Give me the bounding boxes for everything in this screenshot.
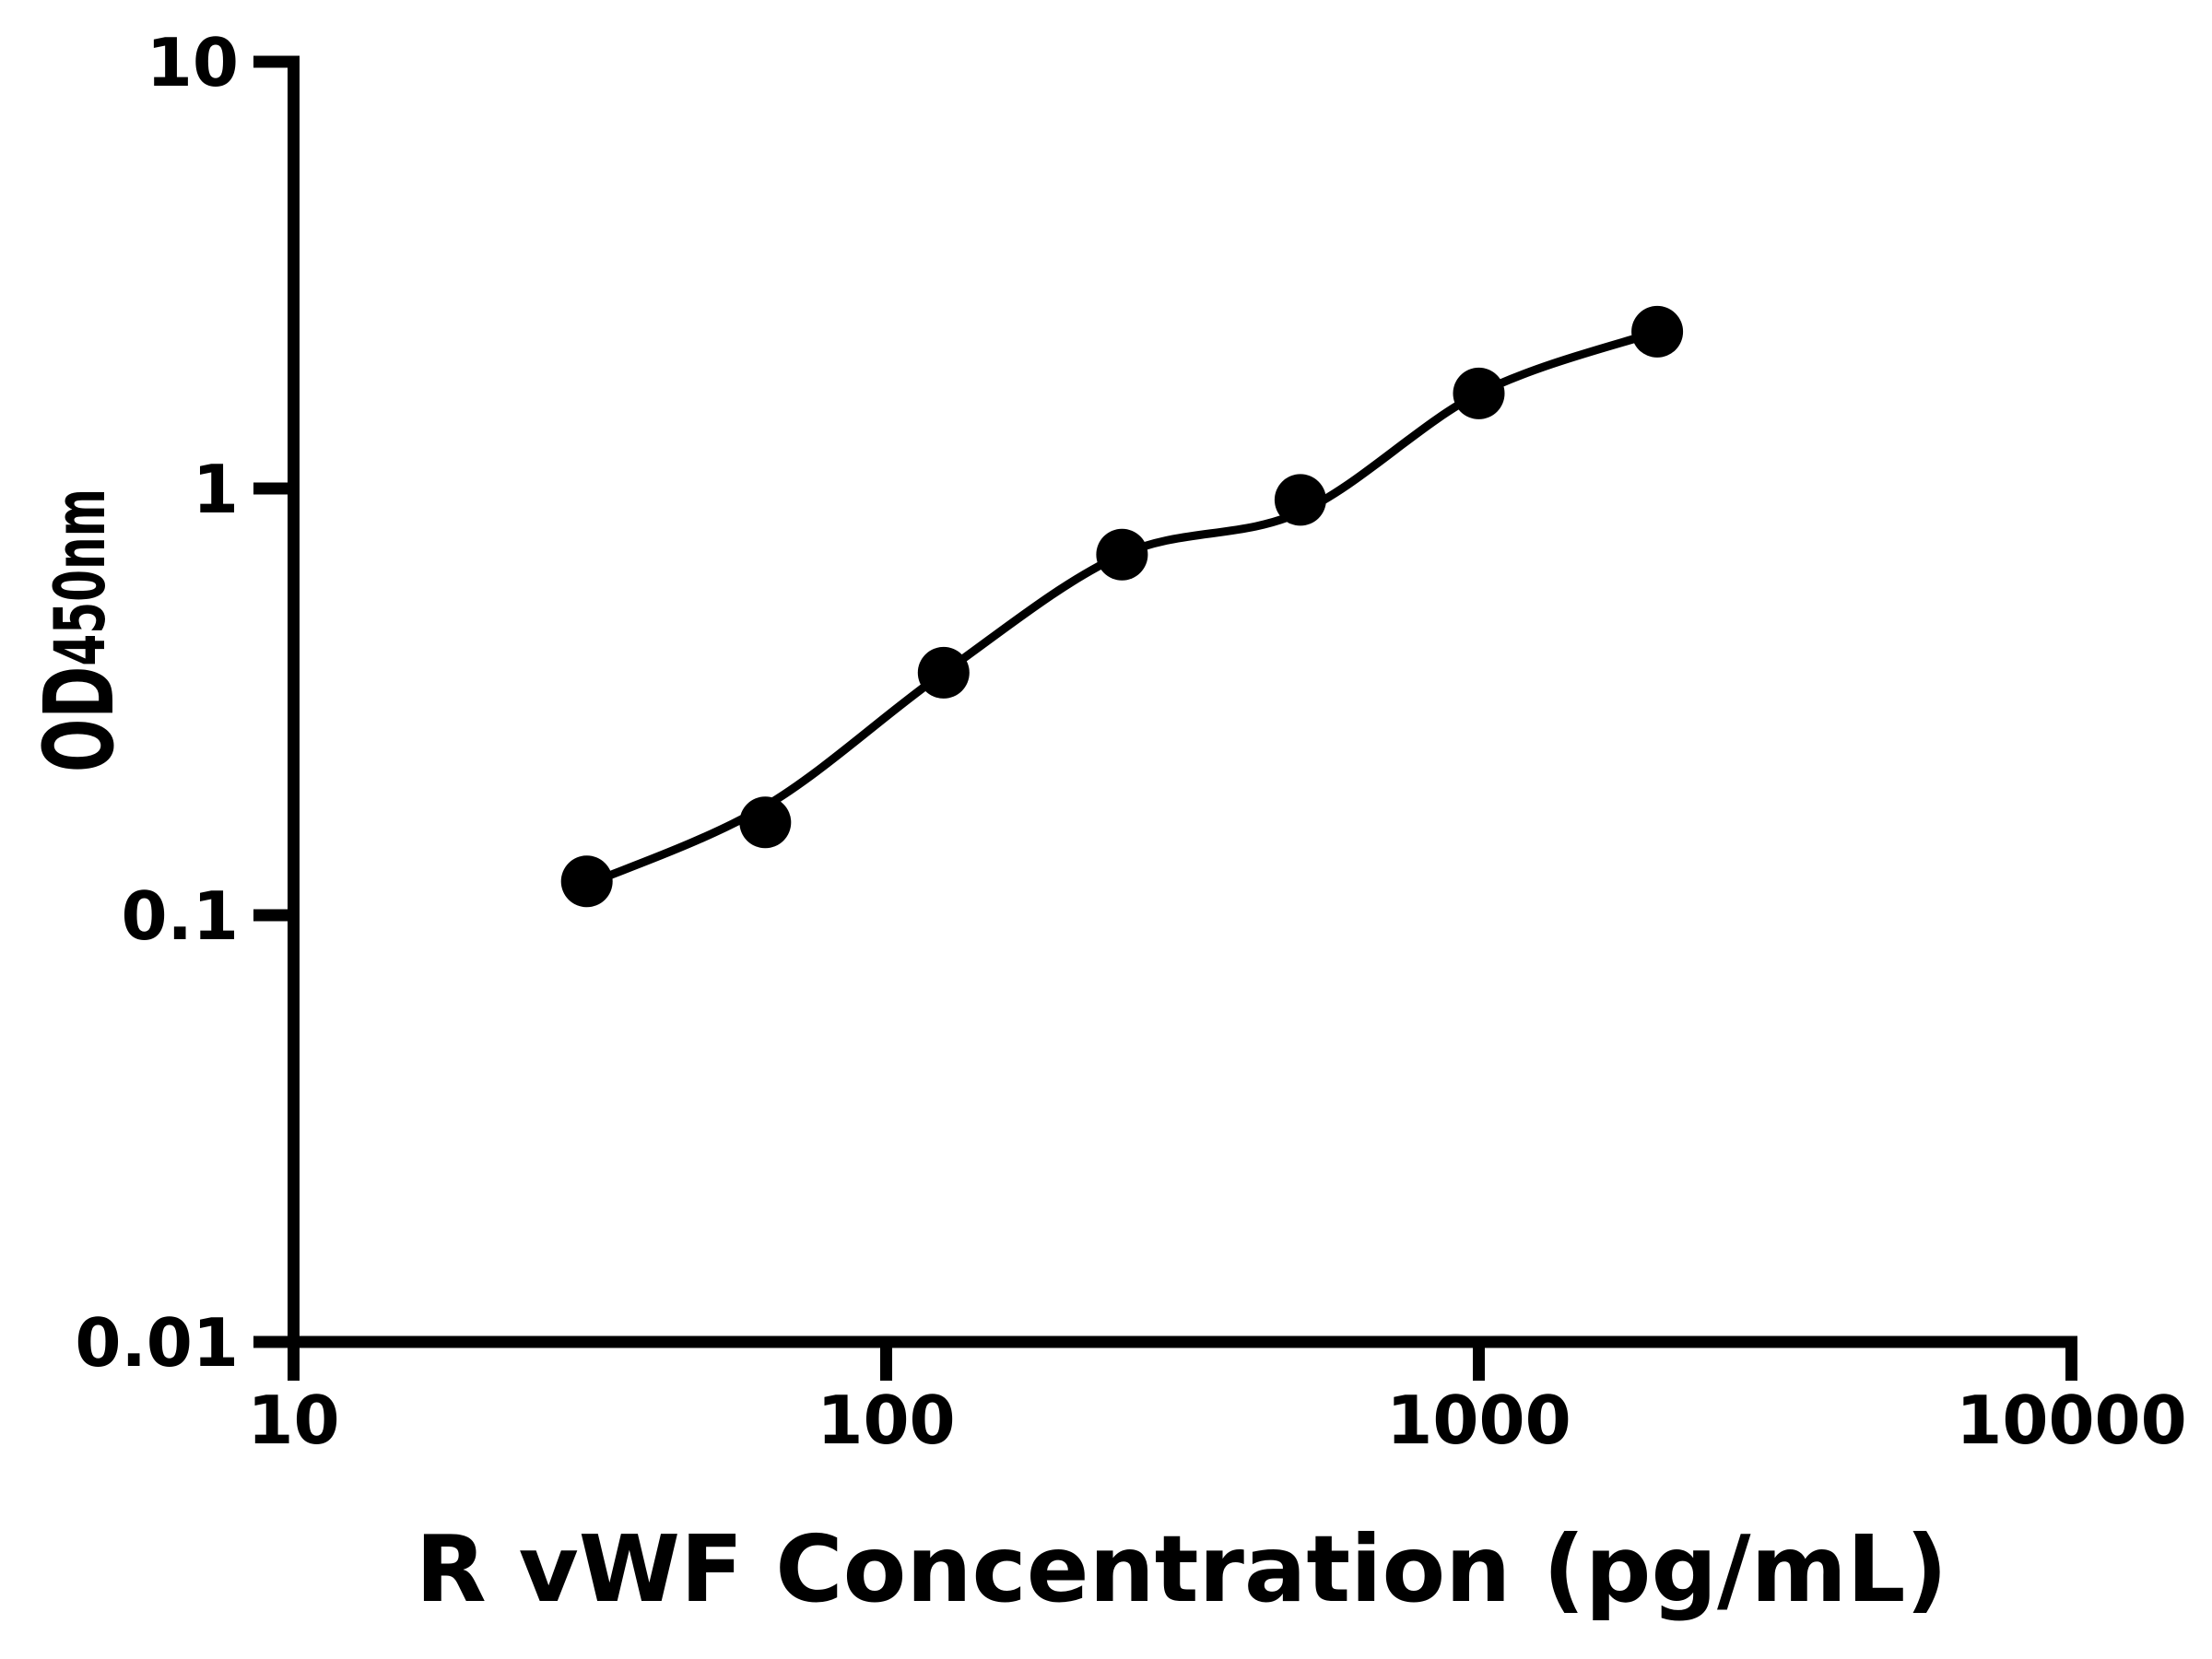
y-axis-title: OD450nm: [23, 488, 135, 772]
x-tick-label-100: 100: [817, 1382, 955, 1459]
x-axis-title: R vWF Concentration (pg/mL): [416, 1515, 1947, 1623]
x-tick-label-10: 10: [247, 1382, 339, 1459]
data-point-500: [1274, 474, 1326, 526]
fit-curve: [582, 327, 1662, 889]
data-point-1000: [1453, 367, 1505, 419]
data-point-31.25: [560, 855, 613, 908]
axis-lines: [288, 62, 2077, 1348]
x-tick-label-1000: 1000: [1386, 1382, 1571, 1459]
x-tick-label-10000: 10000: [1956, 1382, 2187, 1459]
y-axis-title-main: OD: [23, 666, 135, 772]
y-tick-label-0.01: 0.01: [75, 1304, 239, 1382]
data-point-125: [917, 646, 970, 699]
y-tick-label-1: 1: [193, 451, 239, 528]
data-point-62.5: [739, 796, 792, 849]
data-point-2000: [1631, 305, 1684, 358]
data-point-250: [1096, 528, 1148, 581]
y-tick-label-10: 10: [147, 24, 239, 101]
y-tick-label-0.1: 0.1: [121, 877, 239, 955]
y-axis-title-sub: 450nm: [40, 488, 122, 666]
